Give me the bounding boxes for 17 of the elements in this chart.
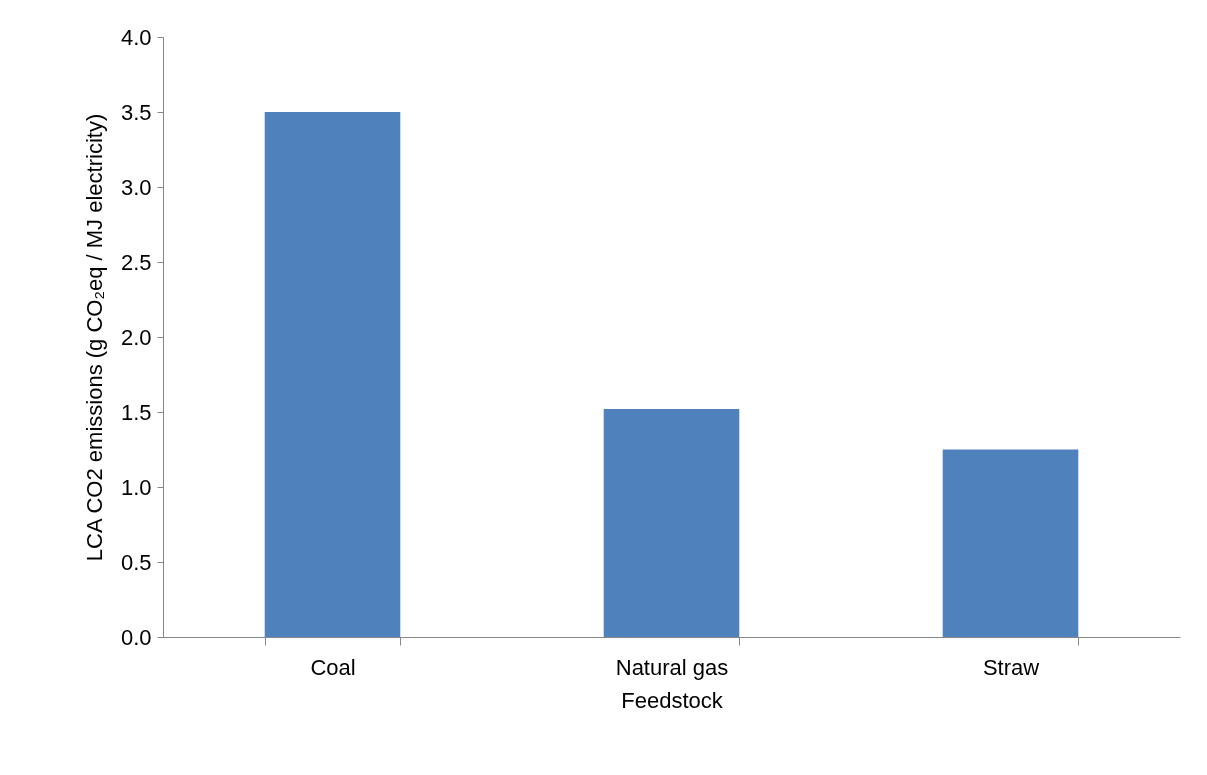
y-tick-label: 1.5	[120, 399, 152, 425]
x-tick-label: Coal	[310, 654, 356, 680]
x-tick-label: Straw	[982, 654, 1040, 680]
y-tick-label: 2.0	[120, 324, 152, 350]
bar	[603, 409, 740, 637]
x-tick-label: Natural gas	[615, 654, 729, 680]
bar	[264, 112, 401, 637]
y-tick-label: 0.0	[120, 624, 152, 650]
y-tick-label: 0.5	[120, 549, 152, 575]
x-axis-title: Feedstock	[621, 687, 724, 713]
y-axis-title: LCA CO2 emissions (g CO₂eq / MJ electricity)	[81, 113, 107, 562]
y-tick-label: 1.0	[120, 474, 152, 500]
y-tick-label: 3.0	[120, 174, 152, 200]
y-tick-label: 4.0	[120, 24, 152, 50]
bar	[942, 449, 1079, 637]
y-tick-label: 2.5	[120, 249, 152, 275]
y-tick-label: 3.5	[120, 99, 152, 125]
